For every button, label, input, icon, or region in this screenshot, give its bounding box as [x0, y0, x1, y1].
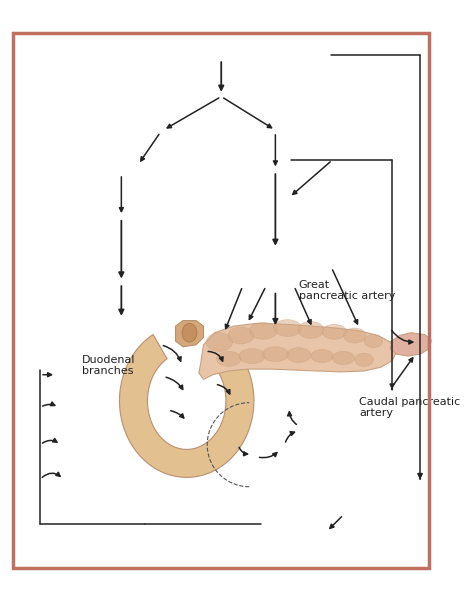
- Ellipse shape: [206, 333, 232, 352]
- Ellipse shape: [344, 328, 366, 343]
- Ellipse shape: [355, 353, 374, 367]
- Ellipse shape: [262, 347, 289, 362]
- Ellipse shape: [217, 352, 241, 367]
- Ellipse shape: [249, 323, 277, 339]
- Ellipse shape: [311, 350, 333, 362]
- Ellipse shape: [332, 352, 355, 364]
- Polygon shape: [390, 333, 431, 356]
- Text: Caudal pancreatic
artery: Caudal pancreatic artery: [359, 397, 461, 418]
- Ellipse shape: [239, 349, 265, 364]
- Polygon shape: [175, 320, 203, 347]
- Text: Duodenal
branches: Duodenal branches: [82, 355, 136, 376]
- Ellipse shape: [182, 323, 197, 342]
- Text: Great
pancreatic artery: Great pancreatic artery: [299, 280, 395, 302]
- Ellipse shape: [273, 320, 301, 337]
- Polygon shape: [199, 323, 397, 379]
- Ellipse shape: [298, 322, 324, 338]
- Ellipse shape: [364, 335, 383, 347]
- Ellipse shape: [322, 325, 346, 339]
- Ellipse shape: [287, 347, 311, 362]
- Ellipse shape: [228, 327, 254, 344]
- Polygon shape: [119, 335, 254, 477]
